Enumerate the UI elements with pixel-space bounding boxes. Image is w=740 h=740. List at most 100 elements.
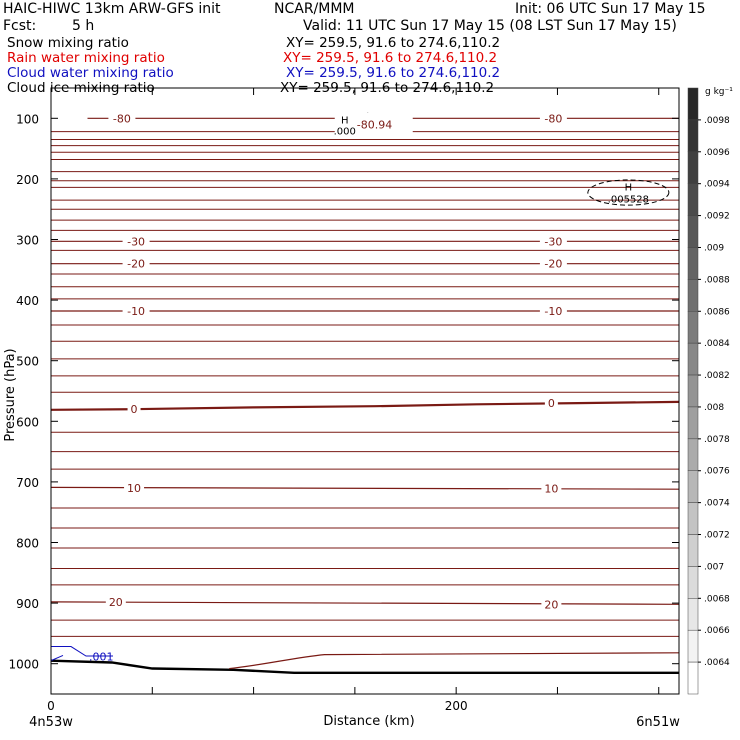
colorbar-label: .008	[704, 403, 724, 413]
colorbar-label: .0082	[704, 371, 730, 381]
contour-label: -30	[544, 235, 562, 248]
colorbar-swatch	[687, 342, 699, 376]
cloud-ice-max-contour	[587, 179, 670, 206]
contour-label-bg	[539, 235, 567, 248]
colorbar-label: .0092	[704, 212, 730, 222]
contour-label: -80	[113, 112, 131, 125]
colorbar-label: .0064	[704, 658, 730, 668]
contour-label-bg	[127, 403, 141, 416]
cloud-water-contour	[50, 654, 64, 662]
colorbar-label: .0068	[704, 594, 730, 604]
colorbar-swatch	[687, 438, 699, 471]
contour-label: 10	[544, 483, 558, 496]
colorbar-swatch	[687, 151, 699, 184]
colorbar-swatch	[687, 661, 699, 695]
colorbar: .0098 .0096 .0094 .0092 .009 .0088 .0086 .0084.…	[687, 87, 730, 695]
colorbar-swatch	[687, 279, 699, 312]
cloud-water-label: .001	[89, 651, 114, 664]
colorbar-label: .009	[704, 243, 724, 253]
contour-label-bg	[541, 598, 562, 611]
contour-label-bg	[122, 305, 150, 318]
contour-label-bg	[539, 112, 567, 125]
high-label-bg	[334, 112, 413, 137]
colorbar-label: .0088	[704, 275, 730, 285]
org-label: NCAR/MMM	[274, 1, 355, 17]
x-axis-label: Distance (km)	[323, 714, 414, 729]
isotherm-lines	[51, 131, 679, 637]
contour-label-bg	[544, 397, 558, 410]
colorbar-swatch	[687, 215, 699, 248]
field-snow-xy: XY= 259.5, 91.6 to 274.6,110.2	[286, 35, 501, 51]
valid-time: Valid: 11 UTC Sun 17 May 15 (08 LST Sun …	[303, 18, 677, 34]
colorbar-label: .0074	[704, 499, 730, 509]
colorbar-swatch	[687, 183, 699, 216]
fcst-label: Fcst:	[3, 18, 37, 34]
field-snow-name: Snow mixing ratio	[7, 35, 129, 51]
contour-label-bg	[539, 305, 567, 318]
contour-line	[50, 486, 680, 490]
contour-label: 20	[544, 598, 558, 611]
plot-frame	[50, 87, 680, 695]
contour-label: -20	[127, 258, 145, 271]
colorbar-swatch	[687, 534, 699, 567]
contour-label-bg	[108, 112, 136, 125]
field-cloud-water-xy: XY= 259.5, 91.6 to 274.6,110.2	[286, 65, 501, 81]
fcst-value: 5 h	[72, 18, 95, 34]
y-axis-label: Pressure (hPa)	[3, 348, 18, 441]
high-value: .005528	[608, 194, 649, 205]
colorbar-swatch	[687, 502, 699, 535]
colorbar-unit: g kg⁻¹	[705, 87, 733, 97]
endpoint-right: 6n51w	[636, 715, 680, 730]
colorbar-swatch	[687, 566, 699, 599]
contour-label-bg	[539, 257, 567, 270]
y-tick-label: 500	[16, 355, 39, 369]
contour-label-bg	[122, 235, 150, 248]
colorbar-swatch	[687, 87, 699, 121]
near-surface-contour	[229, 652, 680, 670]
contour-label: -10	[127, 305, 145, 318]
contour-label-bg	[541, 482, 562, 495]
colorbar-swatch	[687, 598, 699, 631]
colorbar-label: .0072	[704, 531, 730, 541]
contour-label: 0	[548, 397, 555, 410]
y-tick-label: 100	[16, 112, 39, 126]
colorbar-swatch	[687, 470, 699, 503]
colorbar-swatch	[687, 629, 699, 663]
contour-label-bg	[122, 257, 150, 270]
plot-features: LH.000-80.94H.005528.001	[50, 111, 670, 664]
min-temperature-label: -80.94	[357, 119, 392, 132]
endpoint-left: 4n53w	[29, 715, 73, 730]
high-value: .000	[334, 127, 356, 138]
contour-line	[50, 601, 680, 605]
colorbar-label: .0066	[704, 626, 730, 636]
contour-label: 20	[109, 596, 123, 609]
colorbar-swatch	[687, 247, 699, 280]
contour-line	[50, 400, 680, 411]
field-cloud-water-name: Cloud water mixing ratio	[7, 65, 174, 81]
contour-label: 0	[131, 403, 138, 416]
y-tick-label: 400	[16, 294, 39, 308]
contour-label: -80	[544, 112, 562, 125]
colorbar-label: .0098	[704, 116, 730, 126]
colorbar-swatch	[687, 374, 699, 408]
colorbar-label: .0096	[704, 148, 730, 158]
colorbar-label: .0094	[704, 180, 730, 190]
field-rain-xy: XY= 259.5, 91.6 to 274.6,110.2	[283, 50, 498, 66]
terrain-surface	[50, 659, 679, 674]
x-tick-label: 0	[47, 699, 55, 713]
init-time: Init: 06 UTC Sun 17 May 15	[515, 1, 706, 17]
colorbar-label: .0086	[704, 307, 730, 317]
colorbar-swatch	[687, 119, 699, 153]
colorbar-label: .0076	[704, 467, 730, 477]
y-tick-label: 800	[16, 537, 39, 551]
high-marker: H	[341, 116, 349, 127]
contour-label: -10	[544, 305, 562, 318]
x-tick-label: 200	[445, 699, 468, 713]
colorbar-swatch	[687, 311, 699, 344]
colorbar-label: .0084	[704, 339, 730, 349]
contour-label: -20	[544, 258, 562, 271]
y-tick-label: 900	[16, 597, 39, 611]
high-marker: H	[625, 182, 633, 193]
